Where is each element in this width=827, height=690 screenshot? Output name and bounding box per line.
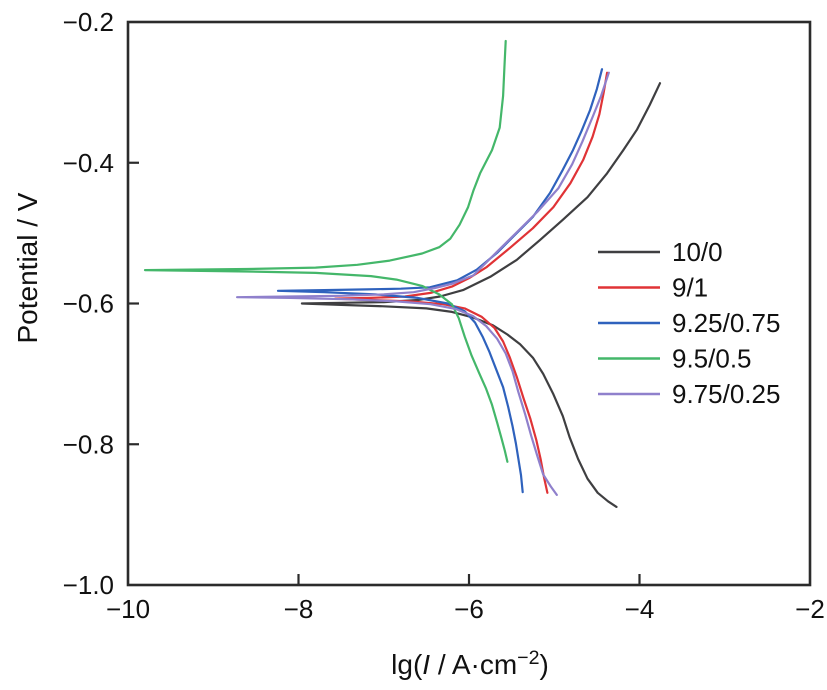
curve-9-5-0-5 (143, 39, 509, 463)
legend-label-10-0: 10/0 (672, 237, 723, 267)
curve-10-0 (300, 82, 662, 508)
y-tick-label: −0.8 (63, 429, 114, 459)
curve-9-25-0-75 (276, 68, 604, 494)
curve-9-75-0-25 (236, 71, 610, 496)
x-tick-label: −10 (106, 594, 150, 624)
y-tick-label: −0.6 (63, 289, 114, 319)
x-axis-title: lg(I / A·cm−2) (391, 647, 549, 681)
legend-label-9-75-0-25: 9.75/0.25 (672, 379, 780, 409)
legend-label-9-1: 9/1 (672, 273, 708, 303)
y-tick-label: −0.2 (63, 7, 114, 37)
x-axis-title-pre: lg( (391, 649, 423, 681)
legend-label-9-5-0-5: 9.5/0.5 (672, 344, 752, 374)
x-tick-label: −4 (625, 594, 655, 624)
y-tick-label: −0.4 (63, 148, 114, 178)
x-axis-title-exponent: −2 (517, 646, 540, 669)
x-axis-title-units: / A·cm (430, 649, 518, 681)
y-tick-label: −1.0 (63, 570, 114, 600)
legend-label-9-25-0-75: 9.25/0.75 (672, 308, 780, 338)
plot-frame (126, 20, 812, 587)
x-tick-label: −6 (454, 594, 484, 624)
x-axis-title-post: ) (539, 649, 549, 681)
x-tick-label: −8 (284, 594, 314, 624)
x-axis-title-current-symbol: I (422, 649, 431, 681)
x-tick-label: −2 (795, 594, 825, 624)
y-axis-title: Potential / V (12, 192, 43, 344)
